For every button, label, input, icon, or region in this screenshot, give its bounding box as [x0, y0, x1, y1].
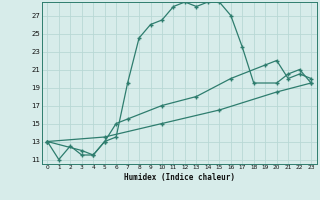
X-axis label: Humidex (Indice chaleur): Humidex (Indice chaleur): [124, 173, 235, 182]
